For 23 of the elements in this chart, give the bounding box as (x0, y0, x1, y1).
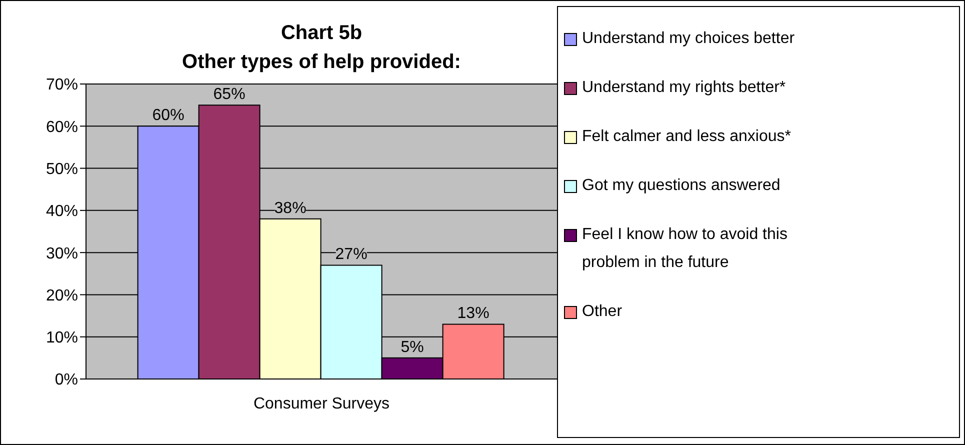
data-label: 13% (457, 305, 490, 322)
y-tick-label: 0% (54, 372, 78, 389)
y-tick-label: 10% (46, 330, 78, 347)
legend-label: Feel I know how to avoid this problem in the future (582, 225, 788, 273)
y-tick-label: 30% (46, 245, 78, 262)
y-tick-label: 50% (46, 160, 78, 178)
data-label: 27% (335, 246, 368, 264)
y-tick-label: 60% (46, 118, 78, 136)
legend-label: Other (582, 302, 624, 322)
data-label: 38% (274, 200, 306, 217)
legend-label: Felt calmer and less anxious* (582, 127, 792, 147)
y-tick-label: 20% (46, 287, 78, 304)
legend-label: Understand my rights better* (582, 78, 787, 98)
y-tick-label: 40% (46, 203, 78, 220)
data-label: 60% (152, 107, 184, 124)
data-label: 5% (400, 338, 424, 356)
data-label: 65% (213, 86, 246, 104)
y-tick-label: 70% (46, 76, 78, 94)
x-tick-label: Consumer Surveys (253, 395, 390, 412)
chart-subtitle: Other types of help provided: (181, 50, 462, 75)
legend-label: Understand my choices better (582, 29, 796, 49)
chart-title: Chart 5b (280, 21, 364, 46)
legend-label: Got my questions answered (582, 176, 782, 196)
